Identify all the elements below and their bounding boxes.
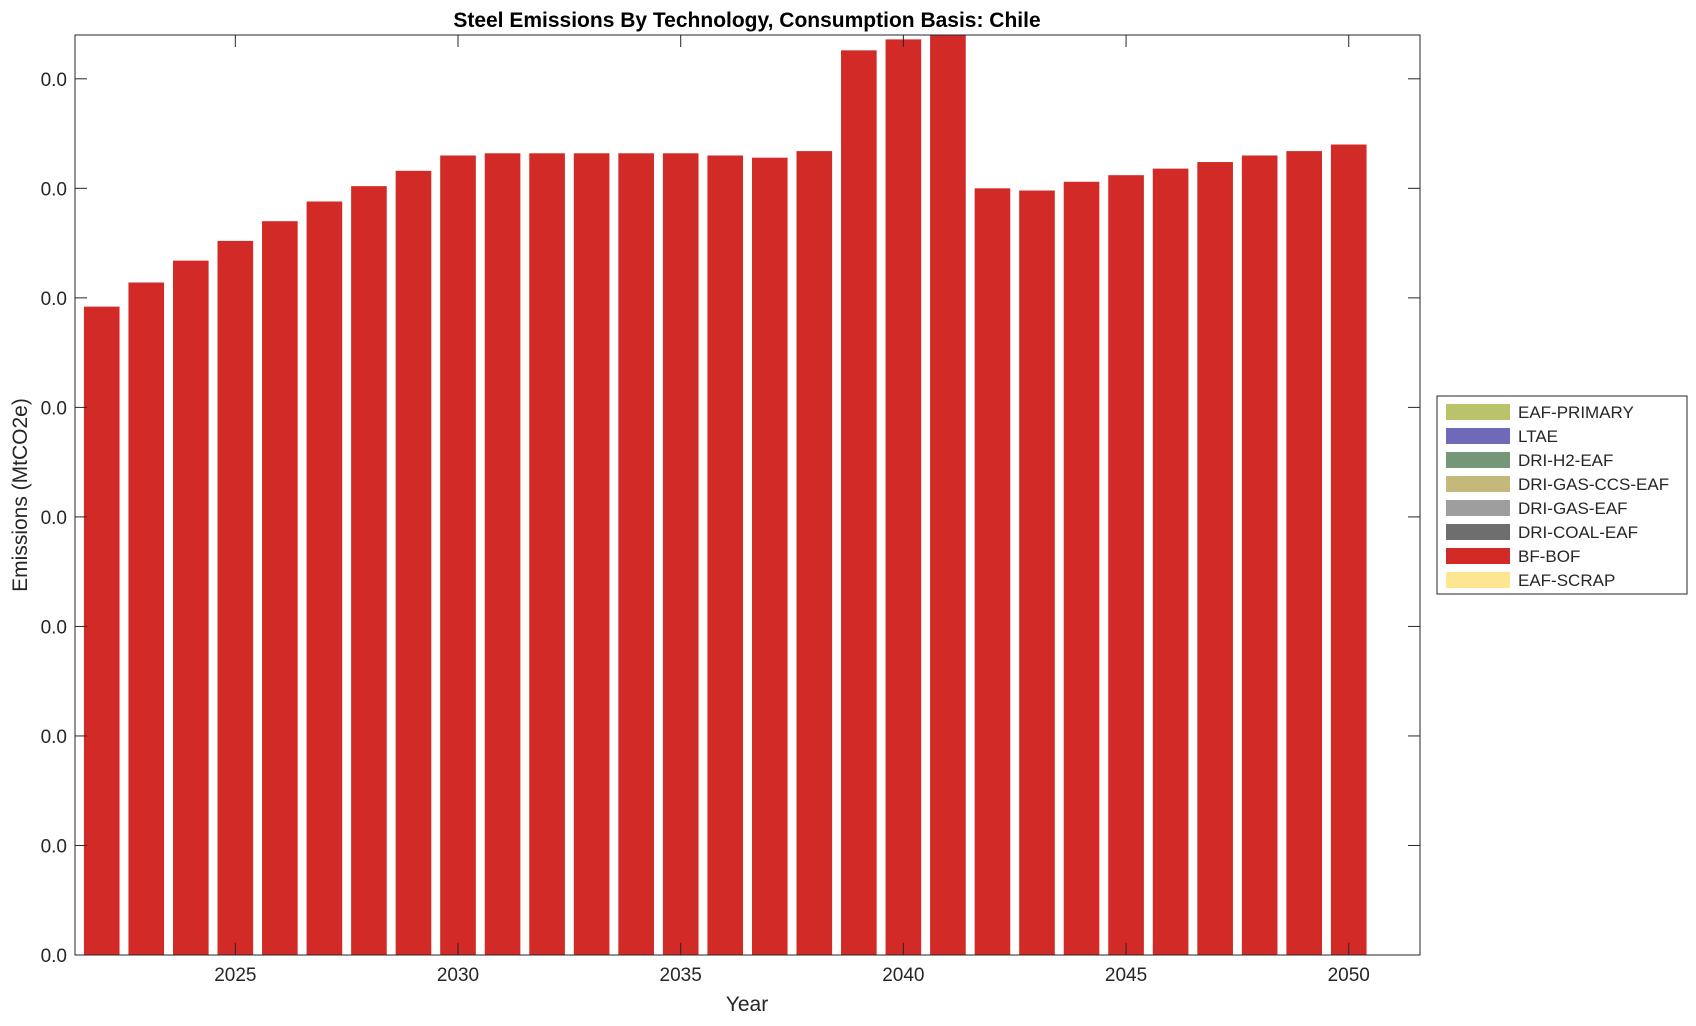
- bar-bf-bof-2030: [440, 155, 476, 956]
- bars-layer: [83, 35, 1367, 956]
- bar-bf-bof-2037: [751, 157, 788, 956]
- y-tick-label-4: 0.0: [41, 508, 67, 529]
- legend-label-dri-gas-ccs-eaf: DRI-GAS-CCS-EAF: [1518, 475, 1669, 494]
- x-tick-label-2050: 2050: [1328, 965, 1370, 986]
- x-tick-label-2035: 2035: [660, 965, 702, 986]
- bar-bf-bof-2028: [351, 186, 387, 955]
- bar-bf-bof-2048: [1241, 155, 1278, 956]
- bar-bf-bof-2042: [974, 188, 1011, 955]
- bar-bf-bof-2036: [707, 155, 744, 956]
- y-tick-label-0: 0.0: [41, 946, 67, 967]
- legend-swatch-dri-gas-eaf: [1446, 500, 1510, 516]
- bar-bf-bof-2031: [484, 153, 521, 956]
- legend-swatch-dri-gas-ccs-eaf: [1446, 476, 1510, 492]
- bar-bf-bof-2024: [172, 260, 209, 955]
- bar-bf-bof-2045: [1108, 175, 1144, 955]
- plot-frame: [74, 34, 1421, 956]
- legend-swatch-bf-bof: [1446, 548, 1510, 564]
- legend-label-bf-bof: BF-BOF: [1518, 547, 1580, 566]
- legend-swatch-dri-coal-eaf: [1446, 524, 1510, 540]
- bar-bf-bof-2046: [1152, 168, 1189, 955]
- x-tick-label-2025: 2025: [214, 965, 256, 986]
- legend-swatch-eaf-scrap: [1446, 572, 1510, 588]
- y-tick-label-7: 0.0: [41, 179, 67, 200]
- bar-bf-bof-2027: [306, 201, 343, 956]
- bar-bf-bof-2041: [930, 35, 966, 955]
- ticks-layer: 2025 2030 2035 2040 2045 2050 0.0 0.0 0.0 0.0 0.0 0…: [41, 35, 1420, 986]
- bar-bf-bof-2050: [1330, 144, 1367, 955]
- legend-swatch-ltae: [1446, 428, 1510, 444]
- y-tick-label-6: 0.0: [41, 289, 67, 310]
- bar-bf-bof-2043: [1019, 190, 1055, 955]
- y-tick-label-8: 0.0: [41, 70, 67, 91]
- x-tick-label-2045: 2045: [1105, 965, 1147, 986]
- x-axis-label: Year: [726, 993, 768, 1016]
- y-tick-label-1: 0.0: [41, 836, 67, 857]
- bar-bf-bof-2035: [662, 153, 699, 956]
- bar-bf-bof-2026: [262, 221, 298, 955]
- bar-bf-bof-2039: [841, 50, 877, 955]
- bar-bf-bof-2047: [1197, 162, 1233, 956]
- legend-label-ltae: LTAE: [1518, 427, 1558, 446]
- bar-bf-bof-2040: [885, 39, 922, 955]
- bar-bf-bof-2049: [1286, 151, 1323, 956]
- x-tick-label-2030: 2030: [437, 965, 479, 986]
- y-tick-label-2: 0.0: [41, 727, 67, 748]
- chart-title: Steel Emissions By Technology, Consumpti…: [453, 9, 1040, 32]
- bar-bf-bof-2034: [618, 153, 654, 956]
- legend-swatch-eaf-primary: [1446, 404, 1510, 420]
- bar-bf-bof-2022: [83, 306, 120, 955]
- y-tick-label-3: 0.0: [41, 617, 67, 638]
- bar-bf-bof-2044: [1063, 181, 1100, 955]
- bar-bf-bof-2029: [395, 170, 432, 955]
- y-axis-label: Emissions (MtCO2e): [9, 398, 32, 592]
- x-tick-label-2040: 2040: [882, 965, 924, 986]
- bar-bf-bof-2032: [529, 153, 565, 956]
- legend-swatch-dri-h2-eaf: [1446, 452, 1510, 468]
- legend-label-dri-coal-eaf: DRI-COAL-EAF: [1518, 523, 1638, 542]
- bar-bf-bof-2025: [217, 240, 254, 955]
- bar-bf-bof-2038: [796, 151, 833, 956]
- legend-label-eaf-scrap: EAF-SCRAP: [1518, 571, 1615, 590]
- legend-label-dri-gas-eaf: DRI-GAS-EAF: [1518, 499, 1628, 518]
- legend: EAF-PRIMARY LTAE DRI-H2-EAF DRI-GAS-CCS-EAF…: [1436, 395, 1688, 595]
- legend-label-eaf-primary: EAF-PRIMARY: [1518, 403, 1634, 422]
- bar-bf-bof-2033: [573, 153, 610, 956]
- y-tick-label-5: 0.0: [41, 398, 67, 419]
- legend-items: EAF-PRIMARY LTAE DRI-H2-EAF DRI-GAS-CCS-EAF…: [1446, 403, 1669, 590]
- legend-label-dri-h2-eaf: DRI-H2-EAF: [1518, 451, 1613, 470]
- bar-bf-bof-2023: [128, 282, 165, 955]
